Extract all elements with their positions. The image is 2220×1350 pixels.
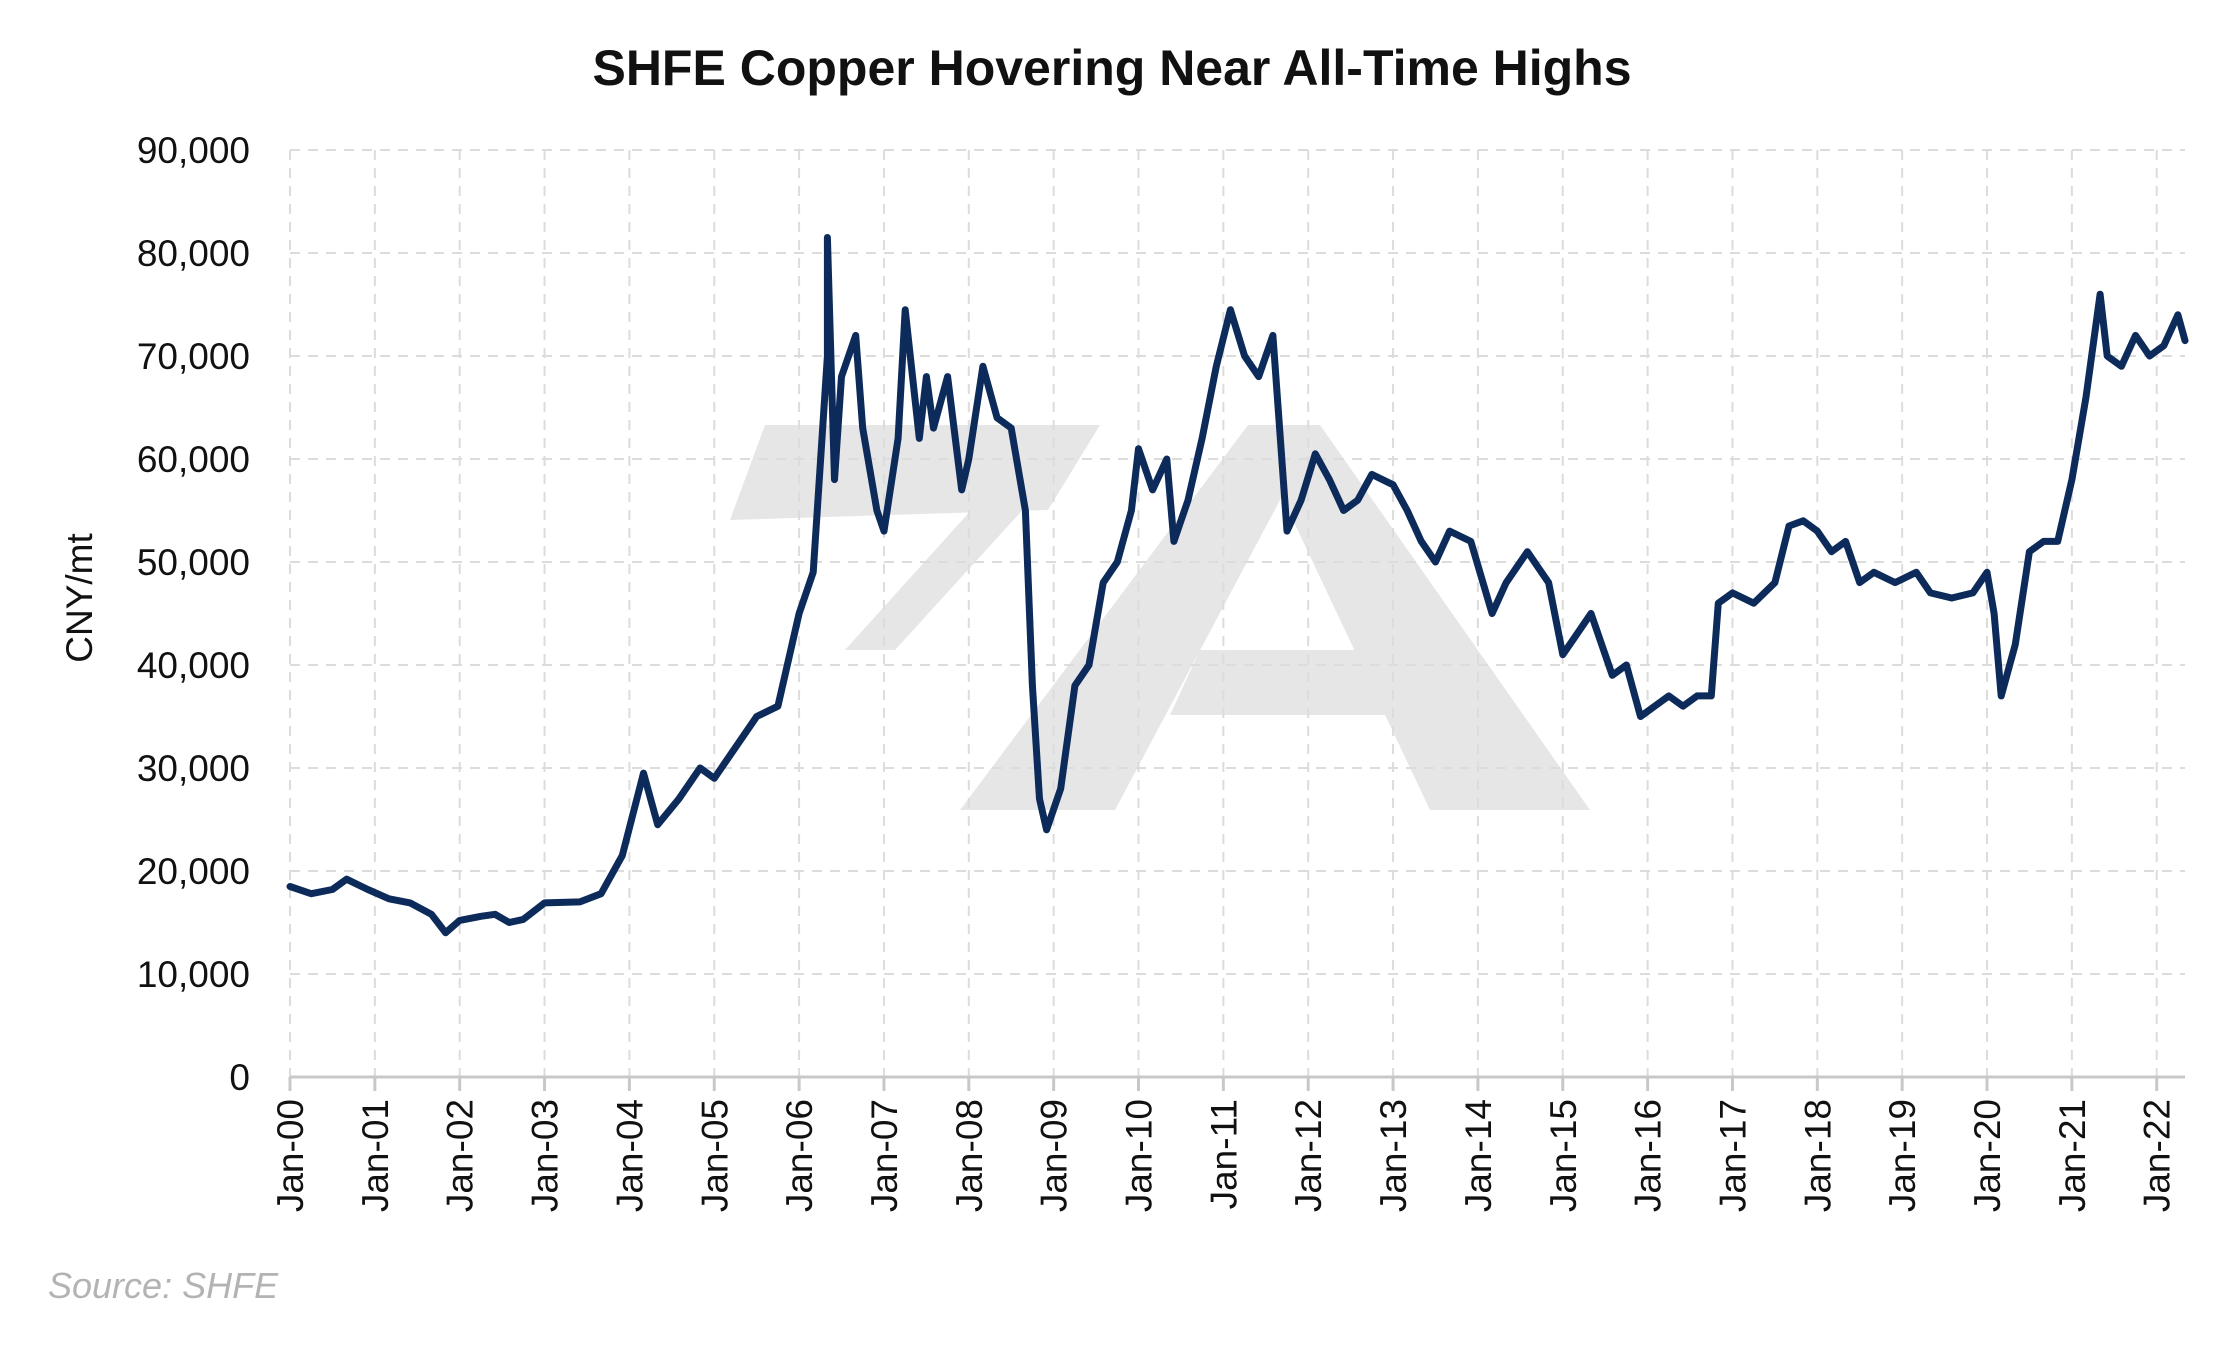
x-tick-label: Jan-01 [355,1099,396,1212]
y-axis-label: CNY/mt [59,533,100,663]
x-tick-label: Jan-22 [2137,1099,2178,1212]
watermark-logo [730,425,1590,810]
chart-title: SHFE Copper Hovering Near All-Time Highs [592,40,1631,96]
x-tick-label: Jan-17 [1712,1099,1753,1212]
x-tick-label: Jan-12 [1288,1099,1329,1212]
x-gridlines [288,150,2159,1091]
x-tick-label: Jan-09 [1034,1099,1075,1212]
x-tick-label: Jan-14 [1458,1099,1499,1212]
x-tick-label: Jan-13 [1373,1099,1414,1212]
y-tick-label: 50,000 [137,542,250,583]
y-tick-label: 20,000 [137,851,250,892]
x-tick-label: Jan-05 [694,1099,735,1212]
y-tick-label: 40,000 [137,645,250,686]
x-tick-label: Jan-02 [440,1099,481,1212]
x-tick-label: Jan-00 [270,1099,311,1212]
x-tick-label: Jan-16 [1628,1099,1669,1212]
x-tick-label: Jan-10 [1119,1099,1160,1212]
series-line [286,234,2189,937]
y-tick-label: 60,000 [137,439,250,480]
y-tick-label: 80,000 [137,233,250,274]
y-tick-label: 10,000 [137,954,250,995]
x-tick-label: Jan-06 [779,1099,820,1212]
x-tick-labels: Jan-00 Jan-01 Jan-02 Jan-03 Jan-04 Jan-05 Jan-… [270,1099,2178,1212]
x-tick-label: Jan-08 [949,1099,990,1212]
y-tick-label: 0 [229,1057,250,1098]
y-tick-label: 90,000 [137,130,250,171]
y-gridlines [290,149,2185,975]
x-tick-label: Jan-07 [864,1099,905,1212]
x-tick-label: Jan-11 [1203,1099,1244,1209]
x-tick-label: Jan-18 [1797,1099,1838,1212]
x-tick-label: Jan-20 [1967,1099,2008,1212]
y-tick-labels: 0 10,000 20,000 30,000 40,000 50,000 60,000 70,… [137,130,250,1098]
x-tick-label: Jan-21 [2052,1099,2093,1212]
source-note: Source: SHFE [48,1265,279,1306]
x-tick-label: Jan-19 [1882,1099,1923,1212]
x-tick-label: Jan-15 [1543,1099,1584,1212]
y-tick-label: 30,000 [137,748,250,789]
y-tick-label: 70,000 [137,336,250,377]
x-tick-label: Jan-04 [609,1099,650,1212]
series-group [286,234,2189,937]
x-tick-label: Jan-03 [525,1099,566,1212]
